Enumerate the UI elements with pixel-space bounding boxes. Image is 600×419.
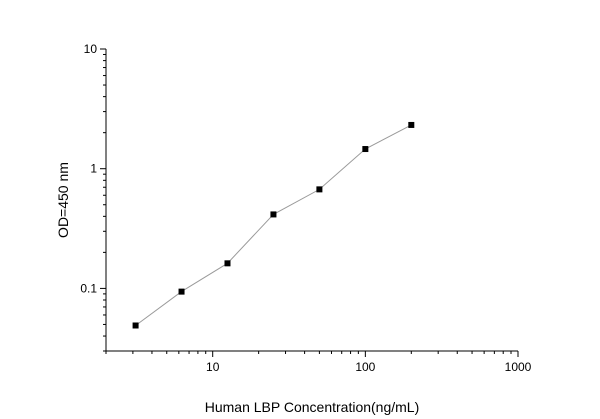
x-tick-label: 1000 bbox=[505, 360, 532, 374]
data-point bbox=[224, 260, 231, 267]
y-tick-label: 10 bbox=[84, 42, 98, 56]
data-point bbox=[316, 186, 323, 193]
data-point bbox=[178, 288, 185, 295]
data-point bbox=[408, 121, 415, 128]
data-point bbox=[362, 146, 369, 153]
y-axis-title: OD=450 nm bbox=[55, 162, 71, 238]
series-line bbox=[135, 124, 412, 326]
ticks: 10 100 1000 0.1 1 10 bbox=[80, 42, 531, 374]
y-tick-label: 0.1 bbox=[80, 281, 97, 295]
y-tick-label: 1 bbox=[90, 162, 97, 176]
data-point bbox=[132, 322, 139, 329]
data-points bbox=[132, 121, 415, 329]
axes bbox=[105, 49, 518, 352]
x-tick-label: 100 bbox=[355, 360, 375, 374]
x-axis-title: Human LBP Concentration(ng/mL) bbox=[205, 399, 420, 415]
data-point bbox=[270, 211, 277, 218]
x-tick-label: 10 bbox=[206, 360, 220, 374]
